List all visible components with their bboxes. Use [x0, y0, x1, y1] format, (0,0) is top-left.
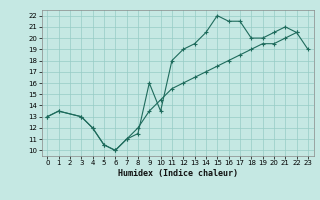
X-axis label: Humidex (Indice chaleur): Humidex (Indice chaleur) [118, 169, 237, 178]
